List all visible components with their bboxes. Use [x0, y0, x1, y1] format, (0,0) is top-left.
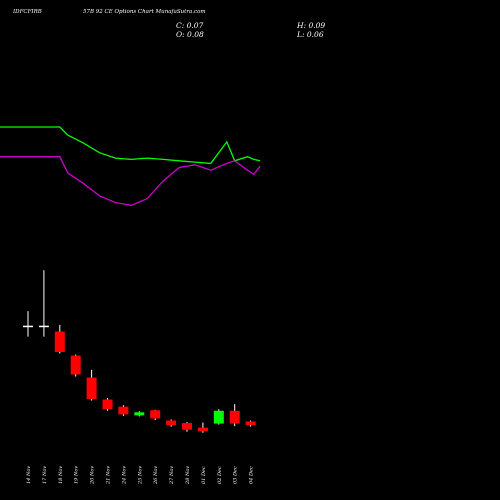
candle-body [102, 399, 113, 410]
candle-body [229, 410, 240, 424]
candle-04-dec [245, 420, 256, 427]
candle-26-nov [150, 409, 161, 420]
low-value: L: 0.06 [297, 30, 324, 39]
candle-03-dec [229, 404, 240, 427]
x-tick-label: 20 Nov [90, 466, 96, 485]
x-tick-label: 18 Nov [58, 466, 64, 484]
candle-body [38, 325, 49, 328]
candle-01-dec [197, 422, 208, 433]
x-tick-label: 17 Nov [42, 466, 48, 484]
candle-21-nov [102, 398, 113, 411]
candle-27-nov [166, 419, 177, 427]
candle-body [23, 325, 33, 328]
candle-28-nov [182, 422, 192, 432]
candle-body [245, 421, 256, 426]
candle-20-nov [86, 369, 97, 401]
x-tick-label: 28 Nov [185, 466, 191, 485]
x-tick-label: 02 Dec [217, 466, 223, 484]
x-tick-label: 14 Nov [26, 466, 32, 484]
candle-18-nov [54, 324, 65, 354]
open-value: O: 0.08 [176, 30, 204, 39]
x-tick-label: 19 Nov [74, 466, 80, 484]
candle-19-nov [70, 354, 81, 377]
fast-moving-average-line [0, 126, 261, 165]
candle-02-dec [213, 409, 224, 425]
candle-body [134, 412, 145, 416]
candle-body [86, 377, 97, 400]
chart-subtitle: 57B 92 CE Options Chart MunafaSutra.com [83, 9, 206, 15]
x-tick-label: 24 Nov [121, 466, 127, 485]
candle-body [197, 427, 208, 432]
candle-24-nov [118, 405, 129, 416]
moving-average-layer [0, 126, 261, 206]
close-value: C: 0.07 [176, 21, 204, 30]
x-tick-label: 26 Nov [153, 466, 159, 485]
x-tick-label: 25 Nov [137, 466, 143, 485]
slow-moving-average-line [0, 156, 261, 206]
candle-14-nov [23, 311, 33, 337]
x-axis-ticks: 14 Nov 17 Nov 18 Nov 19 Nov 20 Nov 21 Nov 24 N… [26, 466, 255, 485]
high-value: H: 0.09 [297, 21, 326, 30]
candle-body [70, 355, 81, 375]
x-tick-label: 21 Nov [106, 466, 112, 485]
candle-25-nov [134, 411, 145, 417]
candle-body [150, 410, 161, 419]
candle-17-nov [38, 270, 49, 337]
candle-body [166, 420, 177, 426]
x-tick-label: 01 Dec [201, 466, 207, 484]
x-tick-label: 27 Nov [169, 466, 175, 485]
candle-body [213, 410, 224, 424]
candles-layer [23, 270, 256, 433]
candle-body [118, 406, 129, 415]
candle-body [182, 423, 192, 430]
candle-body [54, 331, 65, 352]
symbol-label: IDFCFIRB [13, 9, 42, 15]
x-tick-label: 04 Dec [249, 466, 255, 484]
x-tick-label: 03 Dec [233, 466, 239, 484]
